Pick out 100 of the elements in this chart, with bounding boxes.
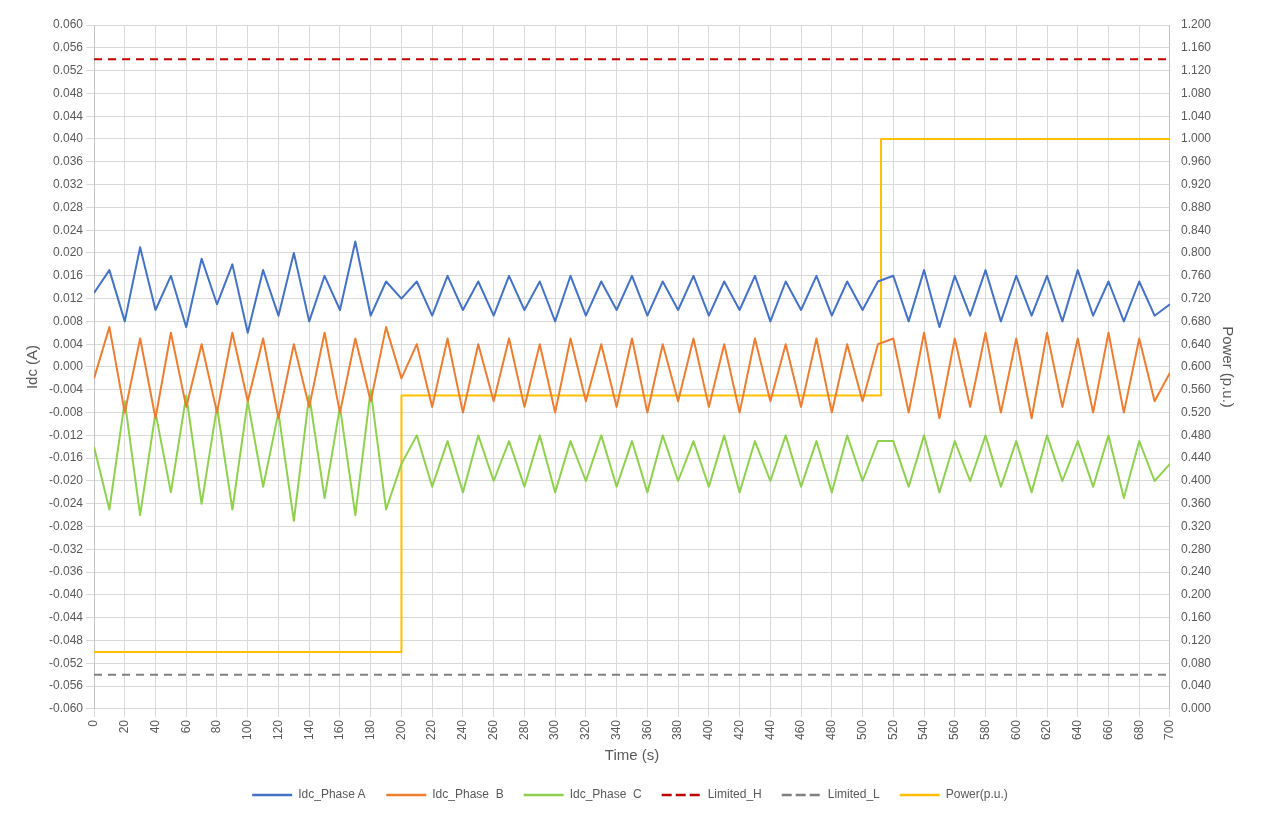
y-tick-label: 0.000	[52, 359, 84, 374]
y-tick-label: 0.004	[52, 336, 84, 351]
x-tick-label: 480	[824, 719, 839, 741]
y2-tick-label: 0.360	[1180, 496, 1212, 511]
legend-label: Power(p.u.)	[945, 787, 1008, 802]
y2-tick-label: 0.600	[1180, 359, 1212, 374]
y2-tick-label: 1.160	[1180, 40, 1212, 55]
x-tick-label: 280	[516, 719, 531, 741]
legend-label: Idc_Phase A	[298, 787, 366, 802]
x-tick-label: 340	[608, 719, 623, 741]
x-tick-label: 640	[1070, 719, 1085, 741]
y-tick-label: 0.040	[52, 131, 84, 146]
x-tick-label: 300	[547, 719, 562, 741]
y-tick-label: -0.008	[48, 404, 84, 419]
x-tick-label: 380	[670, 719, 685, 741]
y2-tick-label: 0.120	[1180, 632, 1212, 647]
y2-tick-label: 0.040	[1180, 678, 1212, 693]
x-tick-label: 580	[977, 719, 992, 741]
y2-axis-title: Power (p.u.)	[1219, 326, 1237, 408]
x-tick-label: 520	[885, 719, 900, 741]
y2-tick-label: 0.200	[1180, 587, 1212, 602]
y2-tick-label: 1.120	[1180, 62, 1212, 77]
y2-tick-label: 0.880	[1180, 199, 1212, 214]
y2-tick-label: 0.480	[1180, 427, 1212, 442]
y-tick-label: 0.008	[52, 313, 84, 328]
y-tick-label: 0.032	[52, 176, 84, 191]
x-tick-label: 0	[86, 719, 101, 727]
x-tick-label: 40	[147, 719, 162, 734]
legend-label: Idc_Phase C	[569, 787, 643, 802]
y2-tick-label: 1.080	[1180, 85, 1212, 100]
y-tick-label: 0.020	[52, 245, 84, 260]
x-tick-label: 700	[1162, 719, 1177, 741]
x-tick-label: 160	[332, 719, 347, 741]
y2-tick-label: 1.040	[1180, 108, 1212, 123]
y2-tick-label: 0.840	[1180, 222, 1212, 237]
x-tick-label: 660	[1100, 719, 1115, 741]
x-tick-label: 420	[731, 719, 746, 741]
y-tick-label: -0.056	[48, 678, 84, 693]
y-tick-label: -0.032	[48, 541, 84, 556]
y-tick-label: 0.060	[52, 17, 84, 32]
x-tick-label: 200	[393, 719, 408, 741]
x-tick-label: 600	[1008, 719, 1023, 741]
y-tick-label: 0.036	[52, 154, 84, 169]
y-tick-label: 0.028	[52, 199, 84, 214]
y-tick-label: 0.048	[52, 85, 84, 100]
x-tick-label: 360	[639, 719, 654, 741]
y-tick-label: -0.044	[48, 610, 84, 625]
y-tick-label: -0.028	[48, 518, 84, 533]
y2-tick-label: 0.560	[1180, 382, 1212, 397]
x-tick-label: 560	[947, 719, 962, 741]
x-tick-label: 540	[916, 719, 931, 741]
x-tick-label: 240	[455, 719, 470, 741]
x-tick-label: 120	[270, 719, 285, 741]
x-tick-label: 220	[424, 719, 439, 741]
x-tick-label: 140	[301, 719, 316, 741]
legend-label: Limited_H	[707, 787, 762, 802]
y2-tick-label: 0.680	[1180, 313, 1212, 328]
y-tick-label: -0.012	[48, 427, 84, 442]
y2-tick-label: 0.440	[1180, 450, 1212, 465]
y2-tick-label: 0.800	[1180, 245, 1212, 260]
y-tick-label: -0.016	[48, 450, 84, 465]
y2-tick-label: 0.720	[1180, 290, 1212, 305]
y2-tick-label: 0.760	[1180, 268, 1212, 283]
y2-tick-label: 0.960	[1180, 154, 1212, 169]
y-tick-label: -0.020	[48, 473, 84, 488]
y-tick-label: -0.048	[48, 632, 84, 647]
x-tick-label: 20	[117, 719, 132, 734]
x-tick-label: 400	[701, 719, 716, 741]
y-tick-label: -0.040	[48, 587, 84, 602]
x-tick-label: 260	[485, 719, 500, 741]
y-tick-label: 0.056	[52, 40, 84, 55]
y-tick-label: 0.044	[52, 108, 84, 123]
y2-tick-label: 0.400	[1180, 473, 1212, 488]
x-tick-label: 440	[762, 719, 777, 741]
x-tick-label: 460	[793, 719, 808, 741]
y2-tick-label: 0.920	[1180, 176, 1212, 191]
y2-tick-label: 1.000	[1180, 131, 1212, 146]
y2-tick-label: 0.280	[1180, 541, 1212, 556]
y2-tick-label: 1.200	[1180, 17, 1212, 32]
y2-tick-label: 0.160	[1180, 610, 1212, 625]
x-tick-label: 180	[363, 719, 378, 741]
x-axis-title: Time (s)	[604, 746, 660, 764]
y2-tick-label: 0.320	[1180, 518, 1212, 533]
y-axis-title: Idc (A)	[23, 344, 41, 390]
y-tick-label: 0.012	[52, 290, 84, 305]
y-tick-label: -0.052	[48, 655, 84, 670]
x-tick-label: 680	[1131, 719, 1146, 741]
y-tick-label: 0.016	[52, 268, 84, 283]
y-tick-label: 0.052	[52, 62, 84, 77]
legend-label: Idc_Phase B	[432, 787, 504, 802]
y2-tick-label: 0.520	[1180, 404, 1212, 419]
x-tick-label: 620	[1039, 719, 1054, 741]
x-tick-label: 320	[578, 719, 593, 741]
y-tick-label: -0.036	[48, 564, 84, 579]
y2-tick-label: 0.240	[1180, 564, 1212, 579]
y-tick-label: -0.004	[48, 382, 84, 397]
x-tick-label: 500	[854, 719, 869, 741]
y2-tick-label: 0.640	[1180, 336, 1212, 351]
x-tick-label: 60	[178, 719, 193, 734]
y2-tick-label: 0.080	[1180, 655, 1212, 670]
